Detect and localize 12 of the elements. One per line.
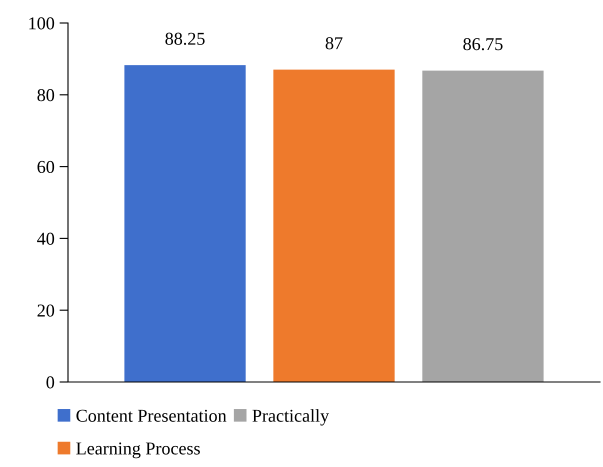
legend-label: Content Presentation <box>76 410 226 422</box>
y-tick-label: 80 <box>37 89 54 102</box>
y-tick-label: 60 <box>38 160 54 174</box>
data-label: 88.25 <box>165 32 205 45</box>
legend-label: Learning Process <box>76 442 200 458</box>
y-tick-label: 0 <box>46 376 54 388</box>
y-tick-label: 100 <box>29 17 54 30</box>
legend-label: Practically <box>252 409 330 426</box>
y-tick-label: 20 <box>38 304 54 317</box>
data-label: 86.75 <box>463 38 503 50</box>
data-label: 87 <box>326 37 343 50</box>
y-tick-label: 40 <box>37 232 54 245</box>
